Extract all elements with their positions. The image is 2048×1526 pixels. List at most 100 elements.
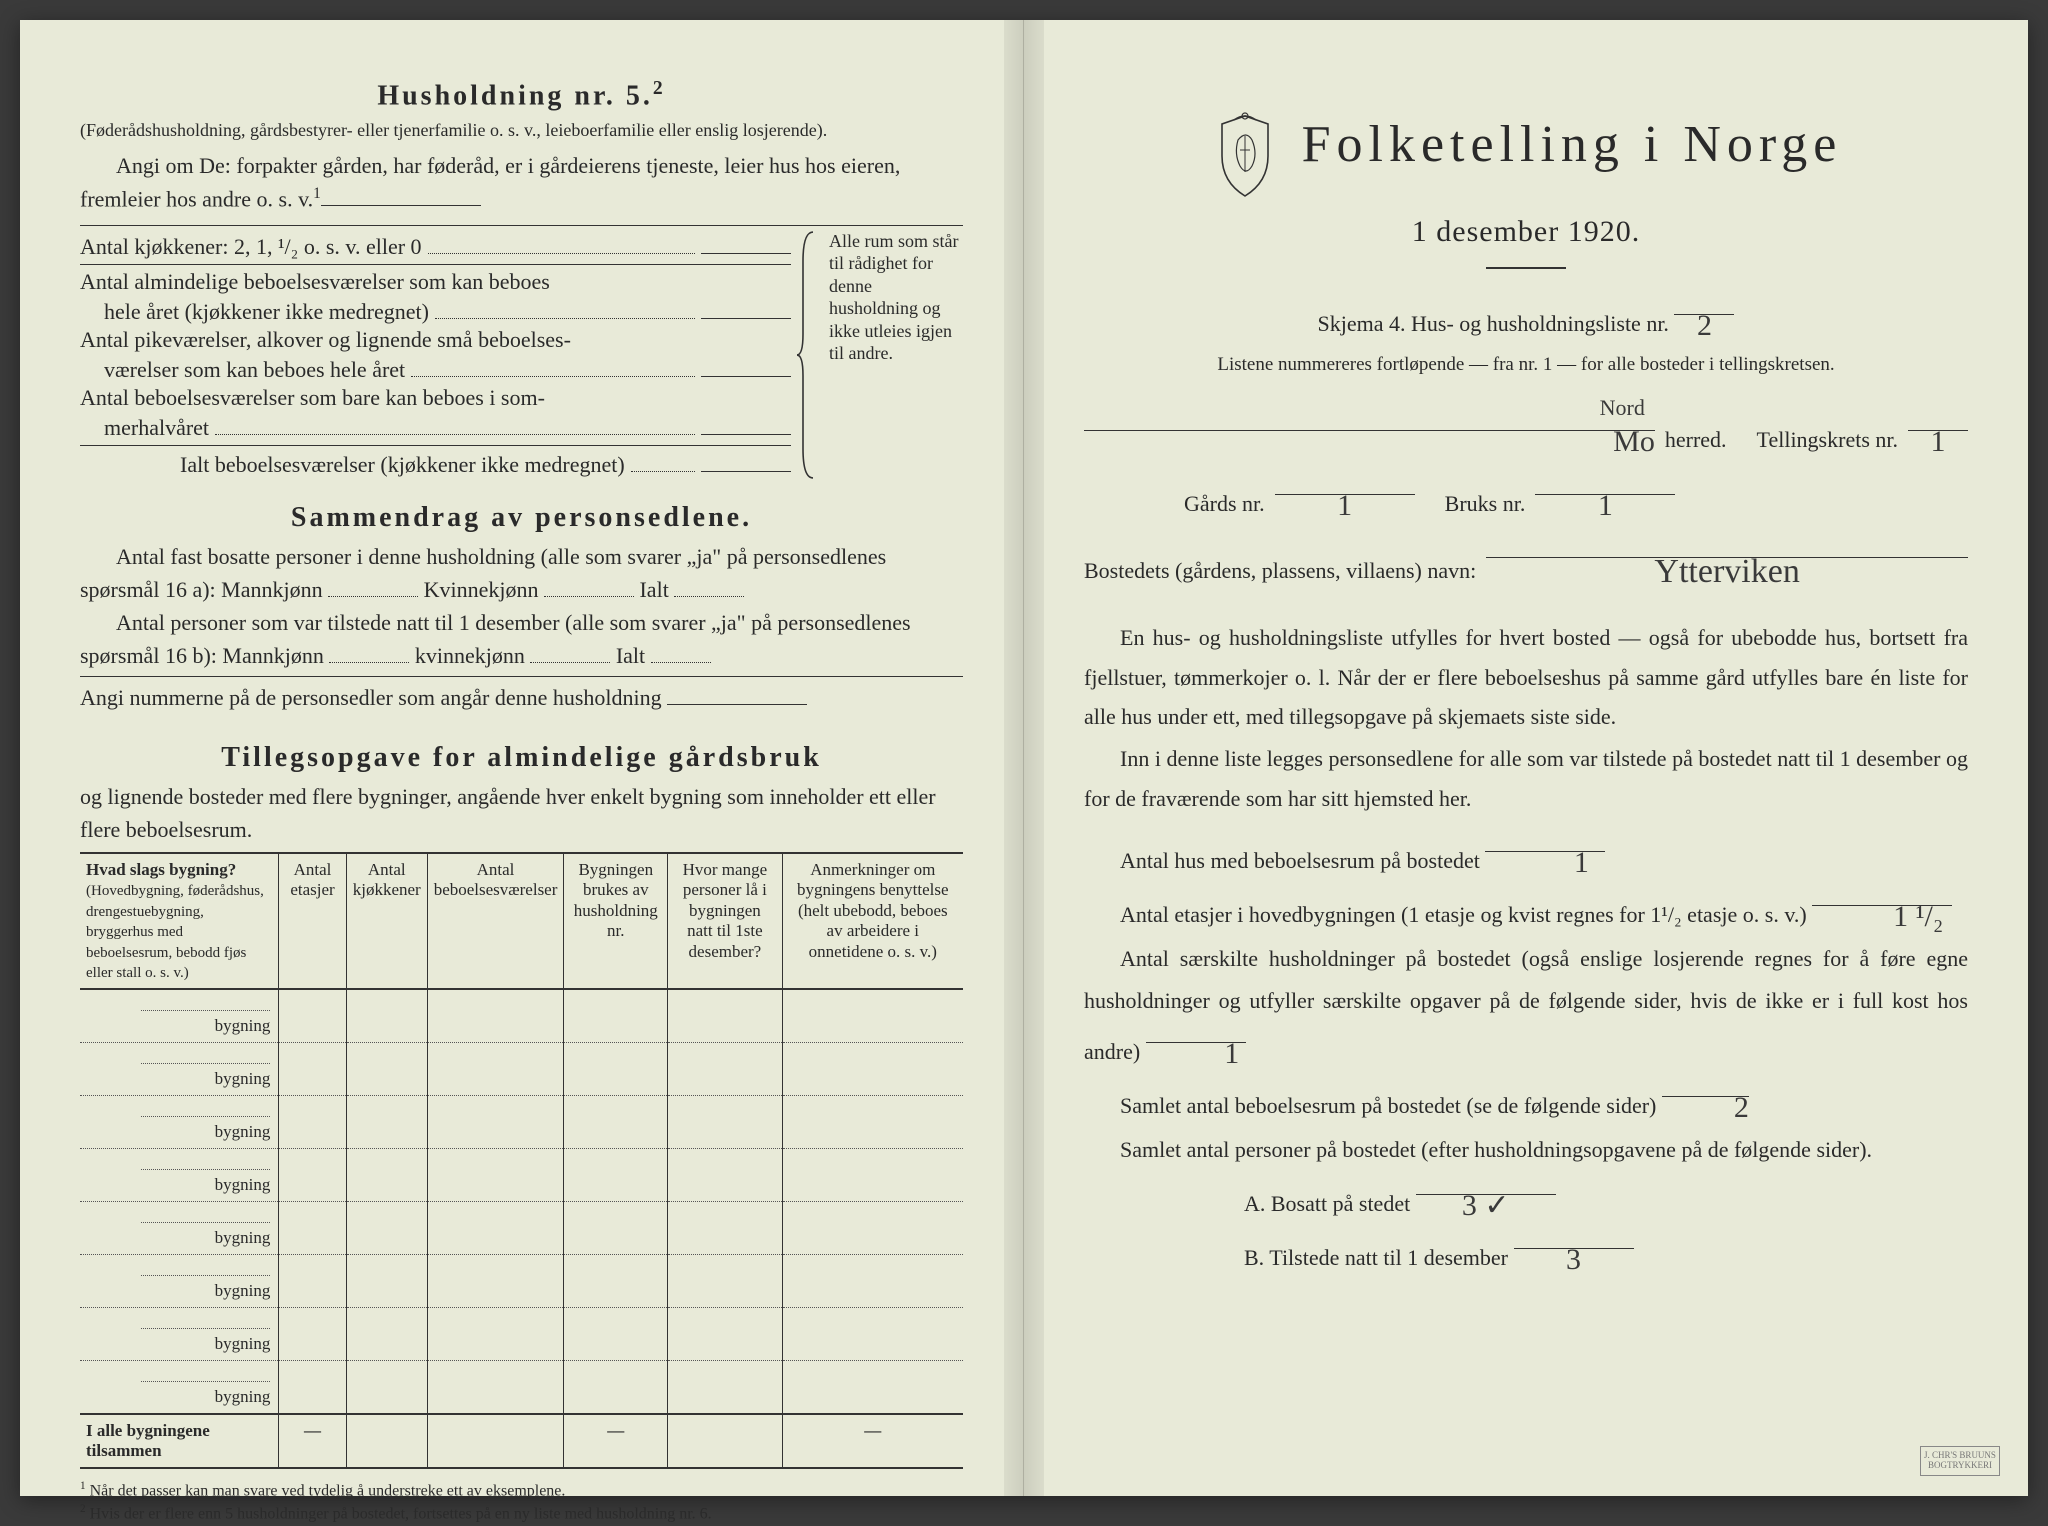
th-4: Antal beboelsesværelser bbox=[427, 853, 564, 989]
h5-angi-lead: Angi om De: bbox=[116, 153, 231, 178]
fn2-text: Hvis der er flere enn 5 husholdninger på… bbox=[90, 1506, 712, 1523]
cell bbox=[782, 1202, 963, 1255]
row-pike-2-text: værelser som kan beboes hele året bbox=[80, 357, 405, 383]
cell bbox=[346, 1361, 427, 1415]
cell bbox=[782, 1361, 963, 1415]
cell bbox=[564, 1255, 668, 1308]
bygning-cell: bygning bbox=[80, 989, 279, 1043]
bygning-cell: bygning bbox=[80, 1043, 279, 1096]
row-ialt: Ialt beboelsesværelser (kjøkkener ikke m… bbox=[80, 450, 791, 478]
rule-2 bbox=[80, 264, 791, 265]
fn1-text: Når det passer kan man svare ved tydelig… bbox=[90, 1483, 566, 1500]
cell bbox=[782, 1255, 963, 1308]
cell bbox=[564, 989, 668, 1043]
fill bbox=[701, 355, 791, 377]
cell bbox=[427, 1043, 564, 1096]
q-etasjer-hand: 1 ¹/₂ bbox=[1857, 888, 1943, 945]
cell bbox=[346, 1096, 427, 1149]
cell bbox=[427, 1361, 564, 1415]
table-row: bygning bbox=[80, 1096, 963, 1149]
subtitle: 1 desember 1920. bbox=[1084, 215, 1968, 249]
q-hush: Antal særskilte husholdninger på bostede… bbox=[1084, 938, 1968, 1073]
sam-p1: Antal fast bosatte personer i denne hush… bbox=[80, 540, 963, 606]
sam-kv: Kvinnekjønn bbox=[424, 577, 539, 602]
page-right: Folketelling i Norge 1 desember 1920. Sk… bbox=[1024, 20, 2028, 1496]
h5-paren: (Føderådshusholdning, gårdsbestyrer- ell… bbox=[80, 118, 963, 142]
cell bbox=[279, 989, 346, 1043]
cell bbox=[668, 1255, 782, 1308]
bruks-label: Bruks nr. bbox=[1445, 483, 1526, 525]
q-hush-value: 1 bbox=[1146, 1021, 1246, 1043]
cell bbox=[346, 1043, 427, 1096]
h5-title: Husholdning nr. 5.2 bbox=[80, 78, 963, 112]
rule-4 bbox=[80, 676, 963, 677]
dots bbox=[428, 245, 695, 254]
fill bbox=[141, 1109, 270, 1118]
herred-label: herred. bbox=[1665, 419, 1727, 461]
q-rum: Samlet antal beboelsesrum på bostedet (s… bbox=[1084, 1075, 1968, 1127]
bygning-cell: bygning bbox=[80, 1255, 279, 1308]
cell bbox=[427, 1096, 564, 1149]
rule-1 bbox=[80, 225, 963, 226]
bosted-line: Bostedets (gårdens, plassens, villaens) … bbox=[1084, 536, 1968, 592]
tellingskrets-value: 1 bbox=[1908, 409, 1968, 431]
q-hus-value: 1 bbox=[1485, 830, 1605, 852]
bygning-cell: bygning bbox=[80, 1149, 279, 1202]
row-som-2-text: merhalvåret bbox=[80, 415, 209, 441]
herred-hand: Mo bbox=[1613, 413, 1655, 470]
q-B-hand: 3 bbox=[1566, 1231, 1581, 1288]
cell bbox=[279, 1043, 346, 1096]
footnote-2: 2 Hvis der er flere enn 5 husholdninger … bbox=[80, 1502, 963, 1525]
fill bbox=[701, 297, 791, 319]
q-hush-hand: 1 bbox=[1188, 1025, 1239, 1082]
fill bbox=[701, 450, 791, 472]
th-3: Antal kjøkkener bbox=[346, 853, 427, 989]
main-title: Folketelling i Norge bbox=[1302, 116, 1843, 173]
coat-of-arms-icon bbox=[1210, 110, 1280, 205]
cell bbox=[427, 1202, 564, 1255]
brace-icon bbox=[797, 230, 817, 480]
th-7: Anmerkninger om bygningens benyttelse (h… bbox=[782, 853, 963, 989]
til-title: Tillegsopgave for almindelige gårdsbruk bbox=[80, 742, 963, 774]
row-pike-1-text: Antal pikeværelser, alkover og lignende … bbox=[80, 327, 571, 353]
table-total-row: I alle bygningene tilsammen — — — bbox=[80, 1414, 963, 1468]
q-rum-hand: 2 bbox=[1698, 1079, 1749, 1136]
fill bbox=[530, 641, 610, 663]
cell bbox=[346, 989, 427, 1043]
bygning-cell: bygning bbox=[80, 1096, 279, 1149]
h5-title-text: Husholdning nr. 5. bbox=[377, 80, 653, 111]
title-row: Folketelling i Norge bbox=[1084, 110, 1968, 205]
fill bbox=[141, 1321, 270, 1330]
document-spread: Husholdning nr. 5.2 (Føderådshusholdning… bbox=[20, 20, 2028, 1496]
fill bbox=[544, 575, 634, 597]
table-row: bygning bbox=[80, 989, 963, 1043]
total-dash: — bbox=[564, 1414, 668, 1468]
row-kjokken: Antal kjøkkener: 2, 1, ¹/₂ o. s. v. elle… bbox=[80, 232, 791, 260]
cell bbox=[668, 1096, 782, 1149]
cell bbox=[279, 1149, 346, 1202]
bygning-cell: bygning bbox=[80, 1361, 279, 1415]
cell bbox=[782, 989, 963, 1043]
cell bbox=[564, 1149, 668, 1202]
building-tbody: bygning bygning bygning bygning bygning … bbox=[80, 989, 963, 1414]
title-block: Folketelling i Norge 1 desember 1920. bbox=[1084, 110, 1968, 269]
sam-kv2: kvinnekjønn bbox=[415, 643, 525, 668]
q-rum-text: Samlet antal beboelsesrum på bostedet (s… bbox=[1120, 1093, 1656, 1118]
q-pers: Samlet antal personer på bostedet (efter… bbox=[1084, 1129, 1968, 1171]
herred-value: Nord Mo bbox=[1084, 409, 1655, 431]
para-2: Inn i denne liste legges personsedlene f… bbox=[1084, 739, 1968, 818]
cell bbox=[564, 1043, 668, 1096]
cell bbox=[668, 1361, 782, 1415]
total-dash: — bbox=[782, 1414, 963, 1468]
row-alm-2-text: hele året (kjøkkener ikke medregnet) bbox=[80, 299, 429, 325]
total-label: I alle bygningene tilsammen bbox=[80, 1414, 279, 1468]
cell bbox=[346, 1255, 427, 1308]
table-row: bygning bbox=[80, 1361, 963, 1415]
row-som-1: Antal beboelsesværelser som bare kan beb… bbox=[80, 385, 791, 411]
fill bbox=[141, 1215, 270, 1224]
row-ialt-text: Ialt beboelsesværelser (kjøkkener ikke m… bbox=[80, 452, 625, 478]
cell bbox=[668, 1149, 782, 1202]
skjema-line: Skjema 4. Hus- og husholdningsliste nr. … bbox=[1084, 293, 1968, 345]
herred-line: Nord Mo herred. Tellingskrets nr. 1 bbox=[1084, 409, 1968, 461]
bruks-hand: 1 bbox=[1598, 477, 1613, 534]
